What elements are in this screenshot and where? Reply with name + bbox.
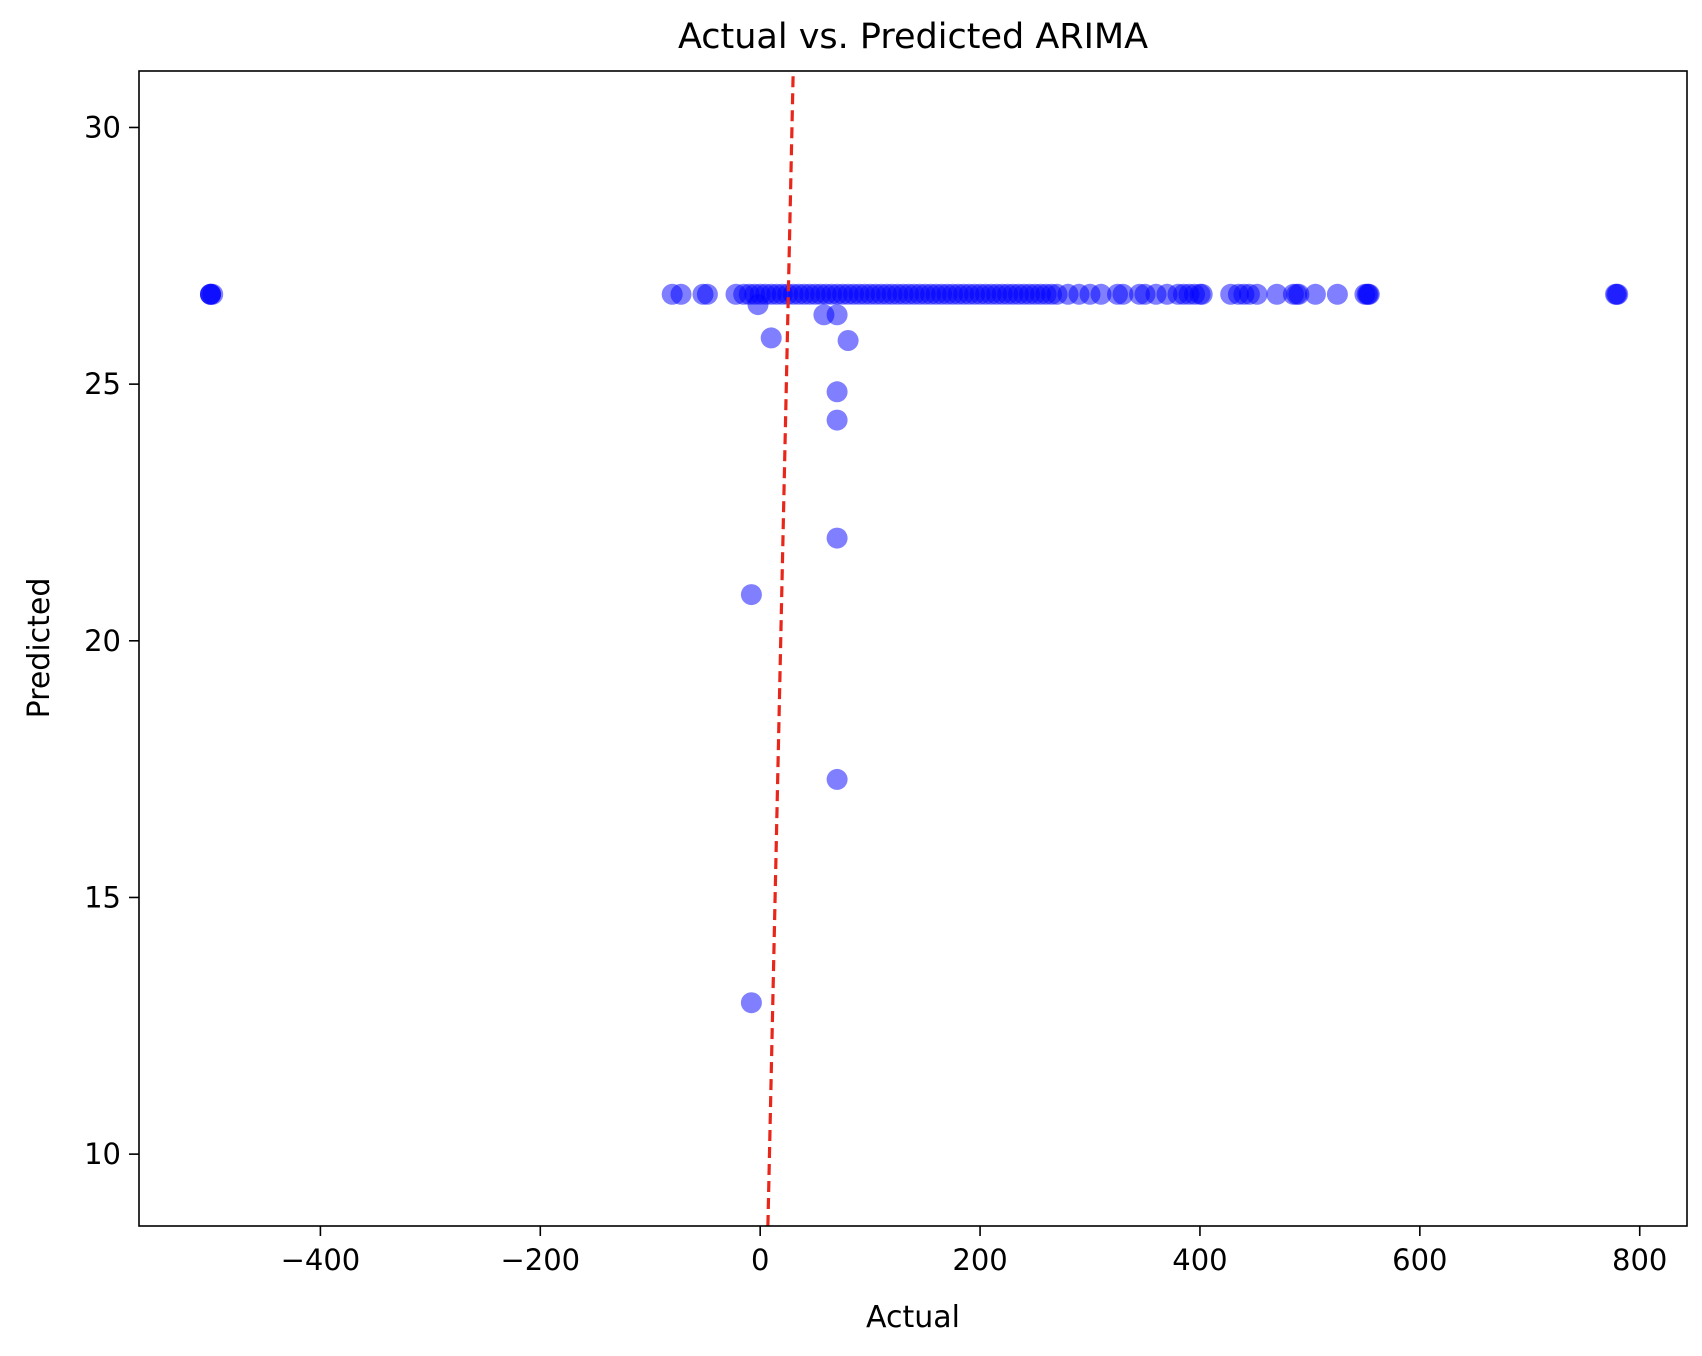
scatter-point bbox=[1326, 283, 1348, 305]
y-axis: 10 15 20 25 30 bbox=[84, 110, 139, 1171]
scatter-point bbox=[826, 409, 848, 431]
scatter-point bbox=[202, 283, 224, 305]
x-tick-label: −400 bbox=[281, 1243, 361, 1277]
y-tick-label: 25 bbox=[84, 367, 121, 401]
scatter-point bbox=[740, 584, 762, 606]
scatter-point bbox=[1090, 283, 1112, 305]
scatter-point bbox=[826, 768, 848, 790]
y-tick-label: 20 bbox=[84, 624, 121, 658]
scatter-point bbox=[740, 992, 762, 1014]
scatter-point bbox=[1112, 283, 1134, 305]
scatter-point bbox=[1288, 283, 1310, 305]
scatter-point bbox=[1304, 283, 1326, 305]
y-tick-label: 30 bbox=[84, 110, 121, 144]
scatter-point bbox=[747, 294, 769, 316]
x-tick-label: 800 bbox=[1612, 1243, 1667, 1277]
reference-line-layer bbox=[766, 70, 795, 1227]
y-tick-label: 10 bbox=[84, 1137, 121, 1171]
scatter-point bbox=[1191, 283, 1213, 305]
scatter-point bbox=[826, 304, 848, 326]
x-tick-label: 200 bbox=[952, 1243, 1007, 1277]
points-layer bbox=[200, 283, 1629, 1014]
x-tick-label: 600 bbox=[1392, 1243, 1447, 1277]
x-tick-label: −200 bbox=[500, 1243, 580, 1277]
chart-title: Actual vs. Predicted ARIMA bbox=[678, 17, 1148, 57]
y-tick-label: 15 bbox=[84, 880, 121, 914]
x-axis: −400 −200 0 200 400 600 800 bbox=[281, 1226, 1667, 1277]
y-axis-label: Predicted bbox=[22, 578, 57, 719]
scatter-point bbox=[837, 330, 859, 351]
scatter-point bbox=[1358, 283, 1380, 305]
x-tick-label: 0 bbox=[751, 1243, 769, 1277]
scatter-point bbox=[760, 327, 782, 349]
reference-line bbox=[766, 70, 795, 1227]
scatter-point bbox=[1266, 283, 1288, 305]
scatter-point bbox=[826, 381, 848, 403]
x-axis-label: Actual bbox=[866, 1300, 960, 1335]
plot-frame bbox=[138, 70, 1688, 1227]
scatter-point bbox=[826, 527, 848, 549]
scatter-point bbox=[1246, 283, 1268, 305]
scatter-point bbox=[696, 283, 718, 305]
scatter-point bbox=[670, 283, 692, 305]
scatter-point bbox=[1607, 283, 1629, 305]
x-tick-label: 400 bbox=[1172, 1243, 1227, 1277]
